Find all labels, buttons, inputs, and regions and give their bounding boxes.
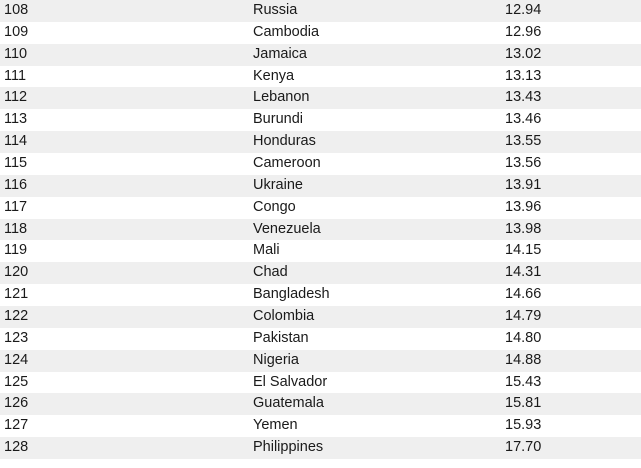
country-cell: Honduras [253, 133, 316, 150]
country-cell: Ukraine [253, 176, 303, 193]
country-cell: Colombia [253, 308, 315, 325]
table-row: 112 Lebanon 13.43 [0, 87, 641, 110]
table-row: 115 Cameroon 13.56 [0, 153, 641, 175]
rank-cell: 117 [4, 198, 28, 215]
rank-cell: 111 [4, 67, 27, 84]
table-row: 126 Guatemala 15.81 [0, 393, 641, 416]
table-row: 109 Cambodia 12.96 [0, 21, 641, 44]
table-row: 125 El Salvador 15.43 [0, 371, 641, 394]
country-cell: Russia [253, 2, 298, 18]
country-cell: Chad [253, 264, 288, 281]
value-cell: 13.02 [505, 45, 542, 62]
country-cell: Nigeria [253, 351, 299, 368]
value-cell: 14.79 [505, 308, 542, 325]
rank-cell: 127 [4, 417, 29, 434]
table-row: 119 Mali 14.15 [0, 240, 641, 263]
table-row: 113 Burundi 13.46 [0, 109, 641, 132]
country-cell: Jamaica [253, 45, 307, 62]
table-row: 118 Venezuela 13.98 [0, 218, 641, 241]
rank-cell: 113 [4, 111, 28, 128]
rank-cell: 110 [4, 45, 28, 62]
value-cell: 13.98 [505, 220, 542, 237]
table-row: 121 Bangladesh 14.66 [0, 284, 641, 307]
value-cell: 15.43 [505, 373, 542, 390]
value-cell: 12.94 [505, 2, 542, 18]
rank-cell: 124 [4, 351, 29, 368]
table-row: 123 Pakistan 14.80 [0, 327, 641, 350]
value-cell: 15.93 [505, 417, 542, 434]
value-cell: 14.15 [505, 242, 542, 259]
country-cell: Cameroon [253, 155, 321, 172]
rank-cell: 115 [4, 155, 28, 172]
value-cell: 15.81 [505, 395, 542, 412]
value-cell: 13.55 [505, 133, 542, 150]
value-cell: 14.88 [505, 351, 542, 368]
value-cell: 17.70 [505, 439, 542, 456]
table-row: 108 Russia 12.94 [0, 0, 641, 22]
rank-cell: 112 [4, 89, 28, 106]
rank-cell: 118 [4, 220, 28, 237]
country-cell: Congo [253, 198, 296, 215]
value-cell: 13.56 [505, 155, 542, 172]
country-cell: Guatemala [253, 395, 324, 412]
table-row: 114 Honduras 13.55 [0, 131, 641, 154]
value-cell: 14.80 [505, 329, 542, 346]
country-cell: Pakistan [253, 329, 309, 346]
country-cell: Mali [253, 242, 280, 259]
country-cell: El Salvador [253, 373, 328, 390]
rank-cell: 122 [4, 308, 29, 325]
rank-cell: 109 [4, 23, 29, 40]
table-row: 117 Congo 13.96 [0, 196, 641, 219]
value-cell: 14.31 [505, 264, 542, 281]
table-row: 110 Jamaica 13.02 [0, 43, 641, 66]
rank-cell: 116 [4, 176, 28, 193]
rank-cell: 119 [4, 242, 28, 259]
country-cell: Venezuela [253, 220, 321, 237]
value-cell: 13.91 [505, 176, 542, 193]
country-cell: Philippines [253, 439, 324, 456]
table-row: 116 Ukraine 13.91 [0, 174, 641, 197]
rank-cell: 120 [4, 264, 29, 281]
rank-cell: 126 [4, 395, 29, 412]
value-cell: 13.43 [505, 89, 542, 106]
table-row: 128 Philippines 17.70 [0, 437, 641, 460]
table-row: 124 Nigeria 14.88 [0, 349, 641, 372]
table-row: 127 Yemen 15.93 [0, 415, 641, 438]
country-cell: Cambodia [253, 23, 320, 40]
value-cell: 14.66 [505, 286, 542, 303]
rank-cell: 114 [4, 133, 28, 150]
country-cell: Lebanon [253, 89, 310, 106]
table-row: 122 Colombia 14.79 [0, 306, 641, 328]
value-cell: 12.96 [505, 23, 542, 40]
table-row: 120 Chad 14.31 [0, 262, 641, 285]
rank-cell: 128 [4, 439, 29, 456]
country-cell: Burundi [253, 111, 303, 128]
rank-cell: 108 [4, 2, 29, 18]
country-cell: Kenya [253, 67, 295, 84]
rank-cell: 125 [4, 373, 29, 390]
table-row: 111 Kenya 13.13 [0, 65, 641, 88]
country-cell: Bangladesh [253, 286, 330, 303]
value-cell: 13.13 [505, 67, 542, 84]
rank-cell: 121 [4, 286, 29, 303]
country-cell: Yemen [253, 417, 298, 434]
value-cell: 13.46 [505, 111, 542, 128]
value-cell: 13.96 [505, 198, 542, 215]
rank-cell: 123 [4, 329, 29, 346]
